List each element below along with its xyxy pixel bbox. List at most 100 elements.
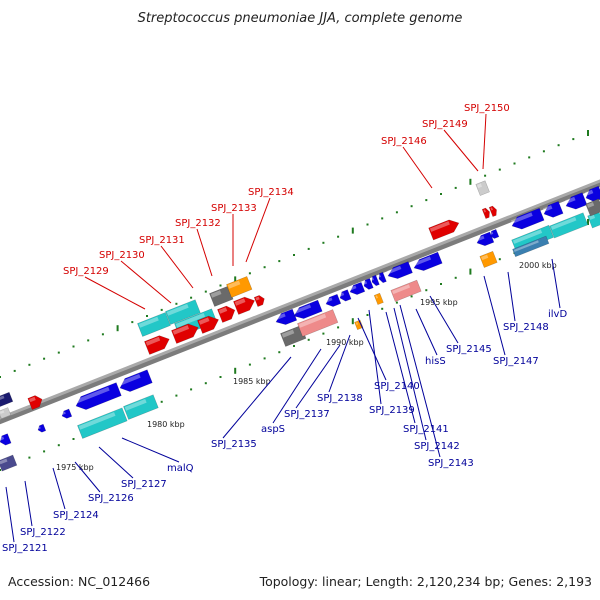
minor-tick — [528, 156, 531, 159]
leader-line — [160, 245, 194, 289]
minor-tick — [293, 345, 295, 347]
gene-label: SPJ_2141 — [403, 424, 449, 435]
gene-rev-small-highlight — [349, 285, 357, 291]
feature-gray — [585, 198, 600, 217]
gene-rev-shape — [543, 201, 564, 218]
feature-gray-light-shape — [475, 180, 490, 196]
minor-tick — [0, 469, 1, 471]
gene-fwd — [171, 323, 199, 344]
gene-rev-small — [61, 408, 73, 419]
gene-rev-small-highlight — [61, 411, 66, 415]
feature-orange-shape — [479, 250, 498, 268]
feature-gray-highlight — [586, 202, 595, 208]
leader-line — [393, 307, 427, 441]
gene-rev-highlight — [564, 196, 576, 204]
minor-tick — [278, 260, 281, 263]
gene-rev-small-shape — [339, 289, 352, 302]
minor-tick — [72, 345, 75, 348]
minor-tick — [146, 315, 148, 317]
feature-gray — [280, 325, 307, 347]
gene-rev-small — [371, 274, 380, 287]
gene-rev-small-highlight — [489, 231, 494, 235]
accession-text: Accession: NC_012466 — [8, 574, 150, 589]
gene-fwd-small-highlight — [255, 296, 260, 301]
gene-label: aspS — [261, 424, 285, 435]
gene-fwd-small-shape — [253, 295, 265, 307]
major-tick — [234, 367, 237, 374]
scale-label: 1985 kbp — [233, 377, 271, 386]
minor-tick — [307, 247, 310, 250]
minor-tick — [557, 144, 560, 147]
genome-stats-text: Topology: linear; Length: 2,120,234 bp; … — [259, 574, 592, 589]
feature-orange-highlight — [481, 254, 489, 261]
leader-line — [443, 129, 479, 172]
gene-fwd-shape — [233, 296, 255, 315]
minor-tick — [131, 321, 134, 324]
gene-fwd-small-shape — [481, 207, 490, 219]
minor-tick — [57, 351, 60, 354]
minor-tick — [248, 363, 251, 366]
feature-cyan-shape — [549, 212, 589, 239]
minor-tick — [219, 376, 222, 378]
minor-tick — [190, 388, 193, 391]
scale-label: 1995 kbp — [420, 298, 458, 307]
gene-label: SPJ_2131 — [139, 235, 185, 246]
feature-gray-shape — [585, 198, 600, 217]
gene-rev-highlight — [476, 235, 485, 242]
feature-cyan-shape — [123, 394, 159, 420]
minor-tick — [542, 150, 545, 153]
minor-tick — [219, 284, 222, 287]
minor-tick — [381, 307, 384, 310]
leader-line — [24, 480, 33, 527]
gene-label: SPJ_2142 — [414, 441, 460, 452]
leader-line — [402, 146, 433, 189]
gene-navy — [0, 391, 14, 407]
feature-cyan — [511, 224, 554, 253]
minor-tick — [454, 186, 457, 189]
gene-fwd — [197, 315, 219, 334]
gene-label: hisS — [425, 356, 446, 367]
minor-tick — [0, 376, 1, 378]
gene-fwd — [217, 305, 236, 323]
minor-tick — [101, 333, 104, 336]
gene-rev — [118, 369, 153, 392]
gene-label: SPJ_2145 — [446, 344, 492, 355]
minor-tick — [498, 168, 501, 171]
gene-fwd-small — [481, 207, 490, 219]
minor-tick — [43, 450, 46, 453]
gene-rev-shape — [565, 192, 588, 210]
gene-label: SPJ_2149 — [422, 119, 468, 130]
feature-orange-small-shape — [373, 292, 384, 305]
gene-rev-highlight — [293, 304, 312, 315]
gene-rev-small — [489, 229, 500, 239]
minor-tick — [263, 266, 266, 269]
feature-cyan — [123, 394, 159, 420]
major-tick — [351, 227, 354, 234]
minor-tick — [160, 308, 163, 311]
minor-tick — [43, 357, 46, 360]
gene-labels: SPJ_2129 SPJ_2130 SPJ_2131 SPJ_2132 SPJ_2133… — [2, 103, 567, 554]
minor-tick — [572, 138, 575, 141]
gene-fwd-shape — [144, 335, 170, 355]
feature-cyan-highlight — [550, 216, 577, 230]
minor-tick — [293, 254, 295, 256]
major-tick — [469, 178, 472, 185]
gene-rev-small-shape — [37, 423, 47, 433]
feature-cyan-highlight — [78, 412, 116, 430]
minor-tick — [160, 400, 163, 403]
gene-label: SPJ_2133 — [211, 203, 257, 214]
minor-tick — [425, 289, 428, 292]
gene-rev-highlight — [387, 265, 402, 275]
major-tick — [469, 268, 472, 275]
leader-line — [245, 197, 271, 263]
gene-fwd — [233, 296, 255, 315]
gene-rev-small-shape — [378, 271, 387, 284]
feature-cyan — [165, 299, 201, 325]
leader-line — [120, 260, 172, 304]
gene-rev-highlight — [510, 212, 533, 224]
gene-rev-small-highlight — [325, 297, 333, 303]
feature-gray-light — [475, 180, 490, 196]
gene-gray-small-highlight — [0, 410, 5, 414]
feature-steel — [512, 235, 550, 258]
gene-fwd — [144, 335, 170, 355]
